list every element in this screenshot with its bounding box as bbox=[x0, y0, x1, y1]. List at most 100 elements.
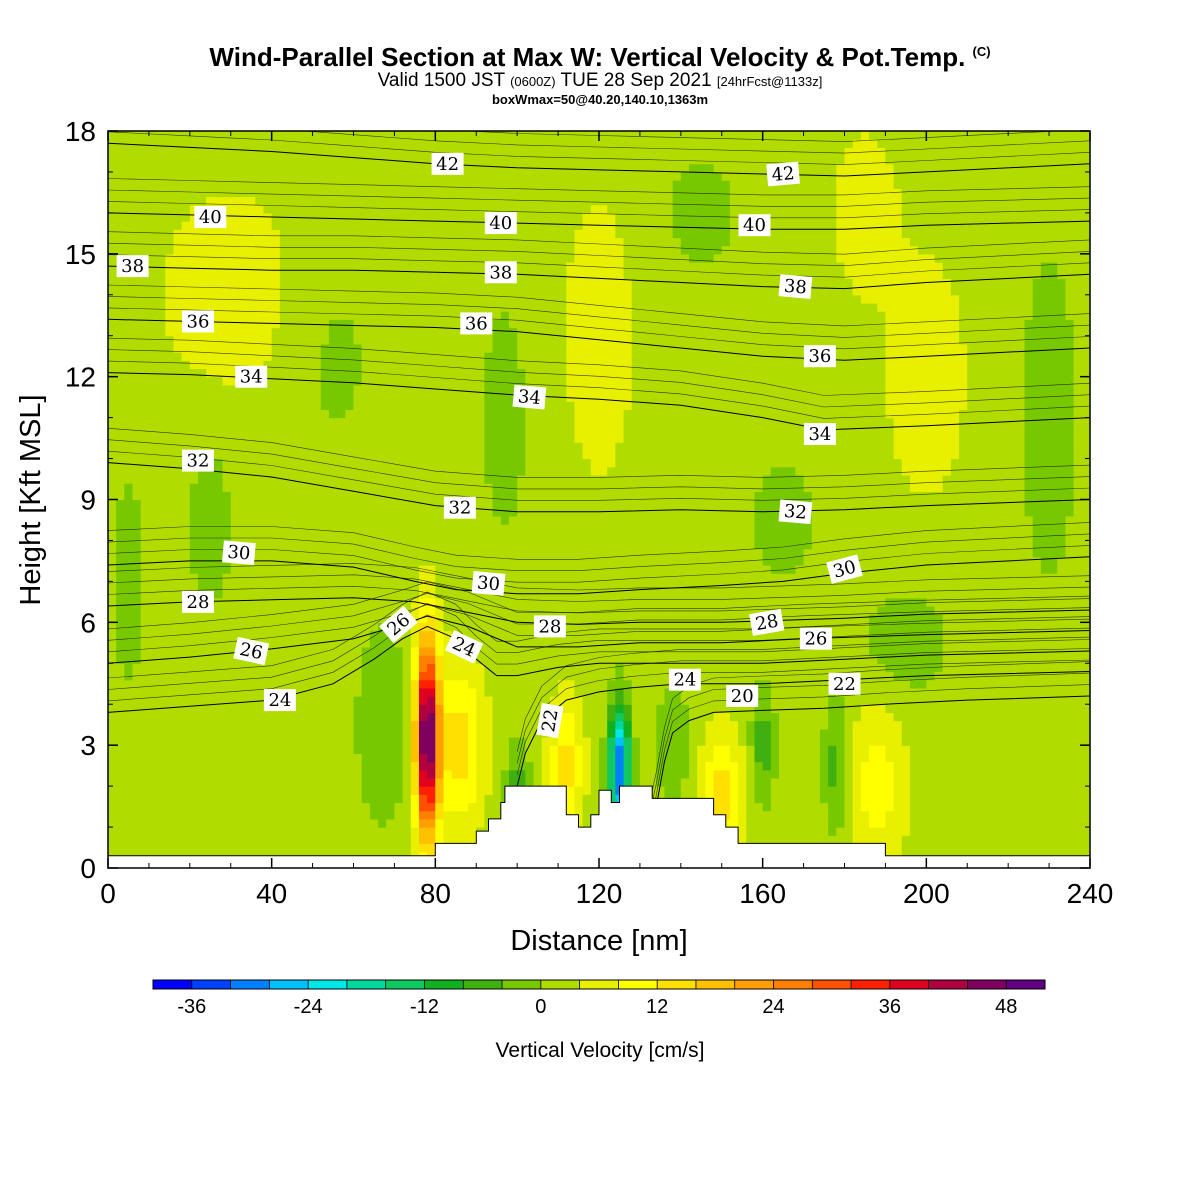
velocity-cell bbox=[214, 483, 224, 492]
velocity-cell bbox=[394, 294, 404, 304]
velocity-cell bbox=[222, 745, 232, 754]
velocity-cell bbox=[320, 458, 330, 468]
velocity-cell bbox=[361, 679, 371, 689]
velocity-cell bbox=[271, 761, 281, 771]
velocity-cell bbox=[148, 777, 158, 787]
velocity-cell bbox=[255, 327, 265, 337]
velocity-cell bbox=[410, 663, 420, 673]
velocity-cell bbox=[435, 679, 445, 689]
velocity-cell bbox=[247, 270, 256, 279]
velocity-cell bbox=[255, 286, 265, 296]
velocity-cell bbox=[549, 769, 559, 779]
velocity-cell bbox=[157, 196, 166, 206]
velocity-cell bbox=[394, 262, 404, 271]
velocity-cell bbox=[165, 802, 175, 812]
velocity-cell bbox=[304, 745, 314, 754]
velocity-cell bbox=[468, 450, 477, 460]
velocity-cell bbox=[206, 671, 215, 681]
velocity-cell bbox=[361, 614, 371, 623]
velocity-cell bbox=[337, 761, 346, 771]
velocity-cell bbox=[222, 466, 232, 476]
velocity-cell bbox=[304, 188, 314, 198]
velocity-cell bbox=[173, 835, 183, 845]
velocity-cell bbox=[198, 655, 207, 664]
velocity-cell bbox=[247, 581, 256, 591]
velocity-cell bbox=[255, 573, 265, 582]
velocity-cell bbox=[312, 474, 322, 484]
velocity-cell bbox=[132, 597, 142, 607]
velocity-cell bbox=[214, 524, 224, 533]
velocity-cell bbox=[451, 229, 461, 239]
velocity-cell bbox=[443, 818, 453, 828]
velocity-cell bbox=[549, 368, 559, 378]
velocity-cell bbox=[148, 155, 158, 165]
velocity-cell bbox=[337, 401, 346, 411]
velocity-cell bbox=[148, 393, 158, 402]
velocity-cell bbox=[320, 171, 330, 181]
velocity-cell bbox=[492, 646, 502, 656]
velocity-cell bbox=[517, 458, 526, 468]
velocity-cell bbox=[541, 581, 551, 591]
velocity-cell bbox=[255, 360, 265, 370]
velocity-cell bbox=[296, 827, 305, 836]
velocity-cell bbox=[206, 515, 215, 525]
velocity-cell bbox=[508, 728, 518, 738]
velocity-cell bbox=[304, 581, 314, 591]
velocity-cell bbox=[214, 712, 224, 722]
velocity-cell bbox=[394, 581, 404, 591]
velocity-cell bbox=[189, 483, 199, 492]
velocity-cell bbox=[320, 483, 330, 492]
velocity-cell bbox=[378, 188, 387, 198]
velocity-cell bbox=[247, 843, 256, 853]
velocity-cell bbox=[435, 278, 445, 288]
velocity-cell bbox=[173, 761, 183, 771]
velocity-cell bbox=[435, 720, 445, 730]
velocity-cell bbox=[206, 728, 215, 738]
velocity-cell bbox=[271, 302, 281, 312]
velocity-cell bbox=[361, 483, 371, 492]
velocity-cell bbox=[247, 605, 256, 615]
velocity-cell bbox=[386, 802, 396, 812]
velocity-cell bbox=[288, 376, 297, 386]
velocity-cell bbox=[541, 573, 551, 582]
velocity-cell bbox=[378, 802, 387, 812]
velocity-cell bbox=[361, 556, 371, 566]
velocity-cell bbox=[181, 294, 191, 304]
velocity-cell bbox=[345, 294, 355, 304]
velocity-cell bbox=[418, 532, 428, 542]
velocity-cell bbox=[238, 311, 248, 320]
velocity-cell bbox=[157, 401, 166, 411]
velocity-cell bbox=[418, 343, 428, 353]
velocity-cell bbox=[345, 704, 355, 714]
velocity-cell bbox=[116, 237, 125, 247]
velocity-cell bbox=[279, 237, 289, 247]
velocity-cell bbox=[173, 393, 183, 402]
velocity-cell bbox=[525, 548, 535, 558]
velocity-cell bbox=[427, 319, 436, 329]
velocity-cell bbox=[410, 786, 420, 795]
velocity-cell bbox=[288, 425, 297, 435]
velocity-cell bbox=[214, 253, 224, 263]
velocity-cell bbox=[263, 376, 273, 386]
velocity-cell bbox=[435, 491, 445, 501]
velocity-cell bbox=[206, 196, 215, 206]
velocity-cell bbox=[328, 835, 338, 845]
velocity-cell bbox=[238, 401, 248, 411]
velocity-cell bbox=[189, 818, 199, 828]
velocity-cell bbox=[181, 360, 191, 370]
velocity-cell bbox=[181, 638, 191, 648]
velocity-cell bbox=[378, 810, 387, 820]
velocity-cell bbox=[558, 761, 567, 771]
velocity-cell bbox=[296, 565, 305, 574]
velocity-cell bbox=[148, 368, 158, 378]
velocity-cell bbox=[140, 409, 150, 419]
velocity-cell bbox=[271, 745, 281, 754]
velocity-cell bbox=[369, 352, 379, 361]
velocity-cell bbox=[140, 327, 150, 337]
velocity-cell bbox=[255, 696, 265, 705]
velocity-cell bbox=[320, 687, 330, 697]
velocity-cell bbox=[255, 843, 265, 853]
velocity-cell bbox=[418, 384, 428, 394]
velocity-cell bbox=[271, 327, 281, 337]
velocity-cell bbox=[378, 360, 387, 370]
